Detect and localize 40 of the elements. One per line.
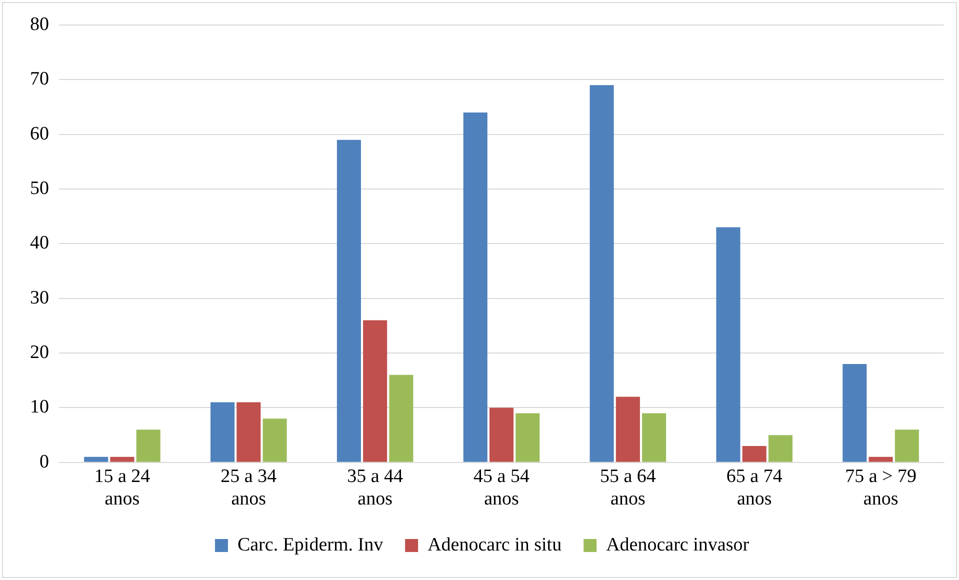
bar [489,408,514,462]
x-tick-label: 45 a 54 anos [474,466,530,510]
y-tick-label: 0 [40,451,49,472]
bar [262,418,287,462]
legend-label: Adenocarc invasor [606,534,750,556]
legend-label: Adenocarc in situ [428,534,562,556]
x-tick-label: 25 a 34 anos [220,466,278,510]
x-tick-label: 75 a > 79 anos [845,466,916,510]
x-tick-label: 15 a 24 anos [94,466,151,510]
bar [84,456,108,462]
bar [210,402,235,462]
y-tick-label: 20 [30,342,49,364]
bar [136,430,160,462]
bar [236,402,261,462]
bar [642,413,666,462]
bar [336,140,361,462]
x-tick-label: 55 a 64 anos [600,466,656,510]
legend-label: Carc. Epiderm. Inv [237,534,384,556]
y-tick-label: 70 [30,68,49,90]
y-tick-label: 10 [30,396,49,418]
x-tick-label: 35 a 44 anos [347,466,404,510]
bar [842,364,867,462]
bar [590,85,614,462]
bar [463,112,488,462]
bar [389,374,414,462]
bar [716,227,740,462]
bar [742,446,766,462]
bar [516,413,540,462]
y-tick-label: 60 [30,123,49,144]
bar [363,320,388,462]
bar [894,430,919,462]
y-tick-label: 50 [30,178,49,200]
y-tick-label: 40 [30,232,49,254]
bar [768,435,793,462]
x-tick-label: 65 a 74 anos [726,466,783,510]
y-tick-label: 30 [30,287,49,308]
y-tick-label: 80 [30,14,49,35]
bar [616,396,640,462]
bar [868,456,893,462]
bar [110,456,134,462]
